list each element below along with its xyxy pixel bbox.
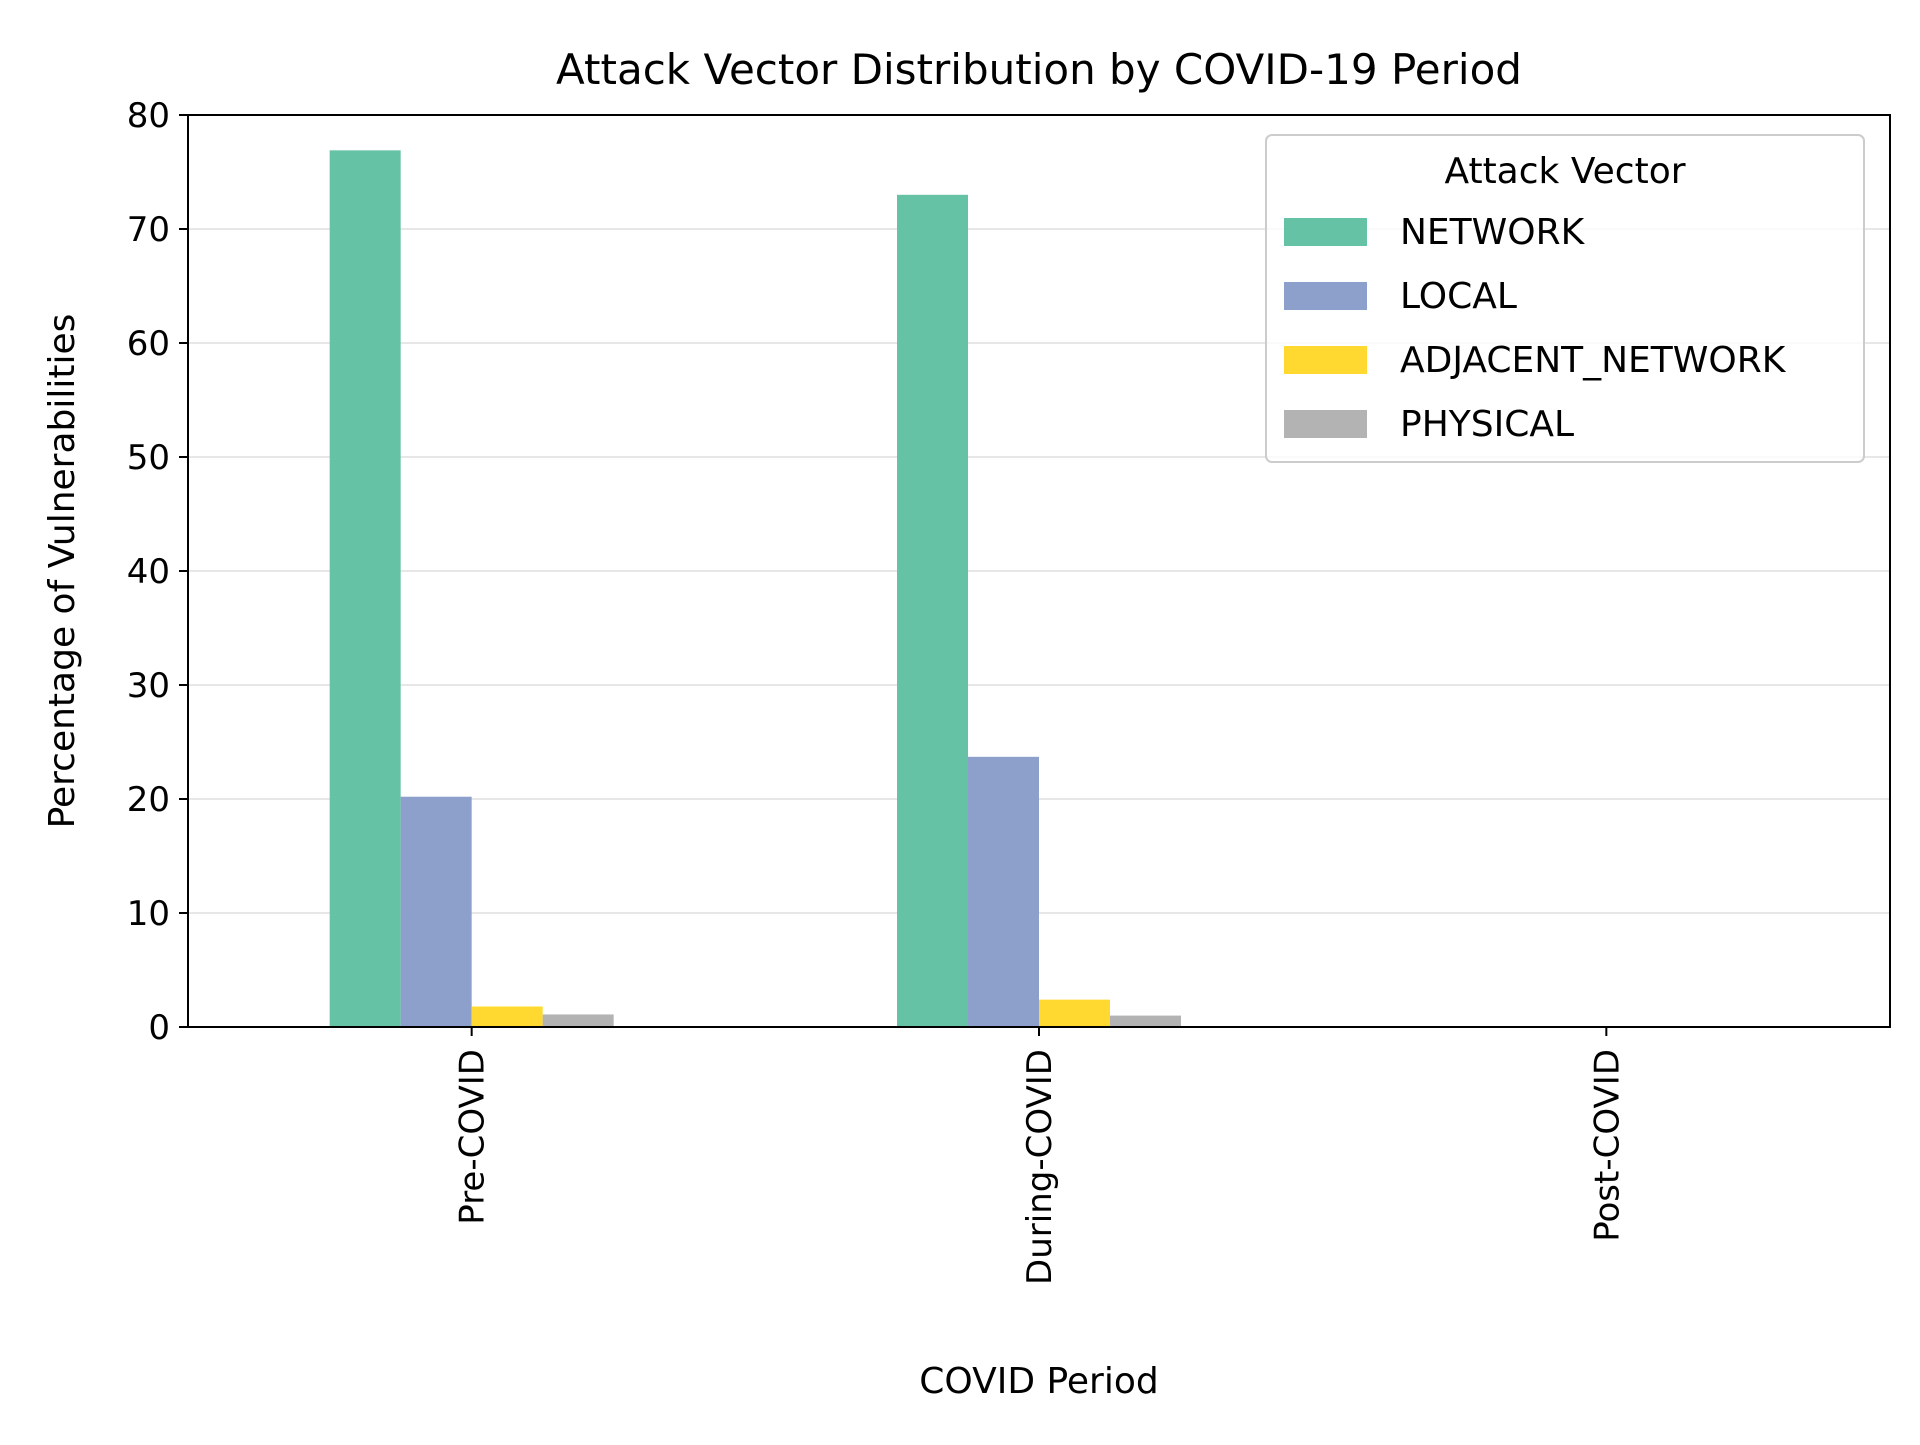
y-tick-label: 50 [127,438,170,478]
x-tick-label: Pre-COVID [453,1049,493,1225]
y-tick-label: 80 [127,96,170,136]
x-tick-label: Post-COVID [1587,1049,1627,1242]
y-tick-label: 70 [127,210,170,250]
legend-swatch [1284,282,1367,310]
bar-adjacent-network-during-covid [1039,999,1110,1027]
legend-swatch [1284,410,1367,438]
y-axis-ticks: 0 10 20 30 40 50 60 70 80 [127,96,188,1048]
legend-items: NETWORK LOCAL ADJACENT_NETWORK PHYSICAL [1284,212,1787,445]
legend-swatch [1284,346,1367,374]
bar-local-during-covid [968,756,1039,1027]
y-tick-label: 40 [127,552,170,592]
bars [329,150,1181,1028]
bar-local-pre-covid [400,796,472,1027]
y-tick-label: 30 [127,666,170,706]
legend-title: Attack Vector [1444,151,1685,192]
x-axis-label: COVID Period [919,1361,1159,1402]
legend-label: LOCAL [1400,276,1517,317]
chart-title: Attack Vector Distribution by COVID-19 P… [556,45,1522,94]
bar-adjacent-network-pre-covid [471,1006,543,1027]
legend-swatch [1284,218,1367,246]
y-tick-label: 10 [127,894,170,934]
x-tick-label: During-COVID [1020,1049,1060,1285]
y-tick-label: 60 [127,324,170,364]
bar-physical-pre-covid [542,1014,614,1027]
y-axis-label: Percentage of Vulnerabilities [42,314,83,829]
legend-label: ADJACENT_NETWORK [1400,340,1787,381]
bar-physical-during-covid [1110,1015,1181,1027]
x-axis-ticks: Pre-COVID During-COVID Post-COVID [453,1027,1627,1285]
bar-network-during-covid [897,194,968,1028]
legend-frame [1265,134,1865,463]
bar-network-pre-covid [329,150,401,1028]
legend: Attack Vector NETWORK LOCAL ADJACENT_NETWO… [1265,134,1865,463]
legend-label: NETWORK [1400,212,1586,253]
y-tick-label: 0 [148,1008,170,1048]
y-tick-label: 20 [127,780,170,820]
legend-label: PHYSICAL [1400,404,1574,445]
